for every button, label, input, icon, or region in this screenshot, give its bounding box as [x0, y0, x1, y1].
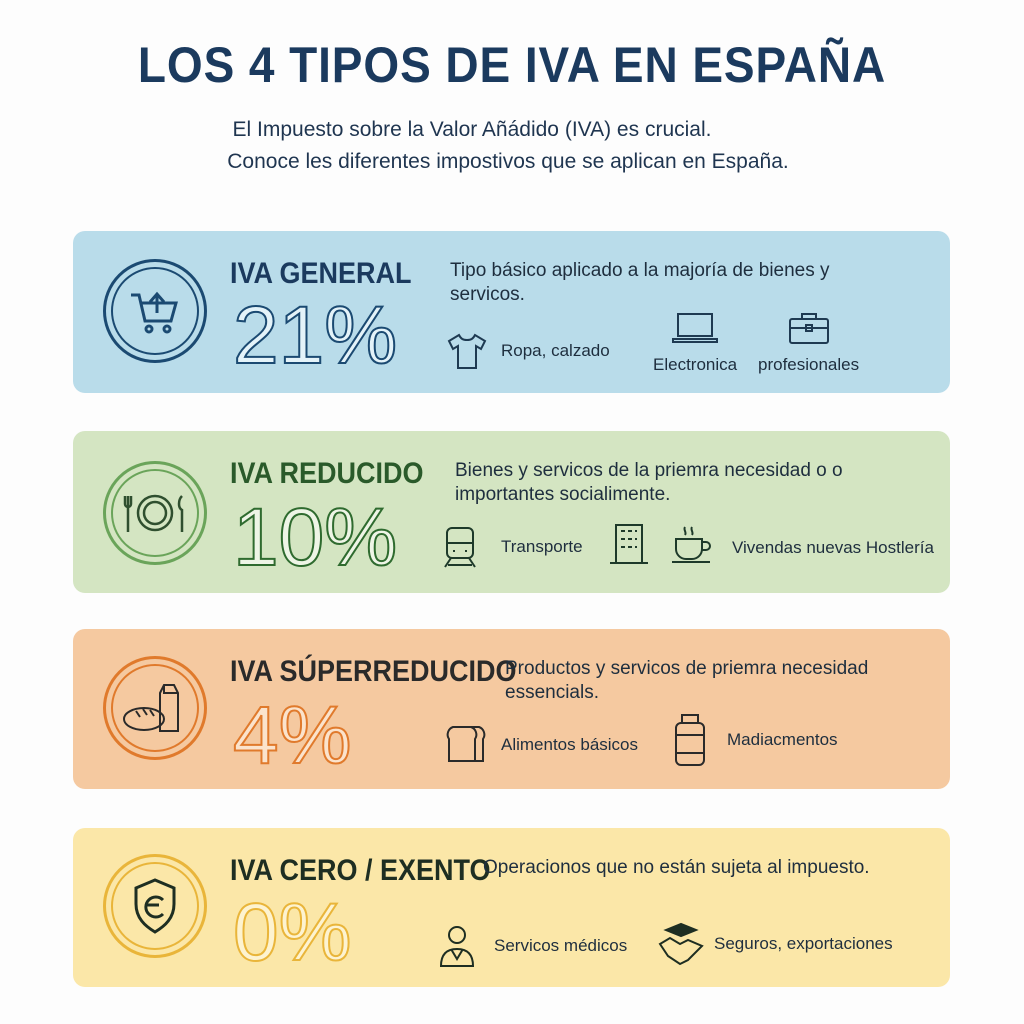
- item-label: Ropa, calzado: [501, 341, 610, 360]
- rate-percent: 0%: [232, 886, 353, 979]
- item-label: Madiacmentos: [727, 730, 838, 749]
- item-label: Seguros, exportaciones: [714, 934, 893, 953]
- item-hostleria: Vivendas nuevas Hostlería: [670, 523, 934, 565]
- bread-milk-icon: [103, 656, 207, 760]
- rate-name: IVA REDUCIDO: [230, 457, 424, 490]
- item-alimentos: Alimentos básicos: [443, 725, 638, 765]
- item-ropa: Ropa, calzado: [445, 331, 610, 371]
- coffee-cup-icon: [672, 526, 711, 563]
- building-icon: [610, 524, 648, 564]
- item-label: Alimentos básicos: [501, 735, 639, 754]
- item-electronica: Electronica: [653, 311, 737, 375]
- item-seguros: Seguros, exportaciones: [656, 922, 893, 966]
- subtitle-line-1: El Impuesto sobre la Valor Añádido (IVA)…: [232, 118, 712, 141]
- card-iva-reducido: IVA REDUCIDO 10% Bienes y servicos de la…: [73, 431, 950, 593]
- item-medicamentos: Madiacmentos: [673, 713, 838, 767]
- card-iva-cero: IVA CERO / EXENTO 0% Operacionos que no …: [73, 828, 950, 987]
- medicine-bottle-icon: [675, 714, 705, 766]
- train-icon: [444, 527, 476, 568]
- rate-name: IVA SÚPERREDUCIDO: [230, 655, 517, 688]
- item-label: Vivendas nuevas Hostlería: [732, 538, 934, 557]
- doctor-icon: [439, 926, 475, 967]
- rate-name: IVA CERO / EXENTO: [230, 854, 491, 887]
- rate-description: Tipo básico aplicado a la majoría de bie…: [450, 260, 830, 305]
- rate-description: Productos y servicos de priemra necesida…: [505, 658, 869, 703]
- item-label: Electronica: [653, 355, 738, 374]
- item-label: profesionales: [758, 355, 860, 374]
- rate-percent: 4%: [232, 689, 353, 782]
- bread-icon: [446, 726, 486, 762]
- shopping-cart-icon: [103, 259, 207, 363]
- page-title: LOS 4 TIPOS DE IVA EN ESPAÑA: [137, 37, 887, 93]
- rate-percent: 21%: [232, 289, 398, 382]
- item-profesionales: profesionales: [758, 311, 859, 375]
- item-transporte: Transporte: [441, 525, 583, 569]
- briefcase-icon: [788, 313, 829, 344]
- item-label: Transporte: [501, 537, 583, 556]
- tshirt-icon: [447, 333, 487, 369]
- rate-description: Bienes y servicos de la priemra necesida…: [455, 460, 843, 505]
- plate-cutlery-icon: [103, 461, 207, 565]
- euro-shield-icon: [103, 854, 207, 958]
- item-label: Servicos médicos: [494, 936, 628, 955]
- item-vivendas: [608, 523, 650, 567]
- rate-description: Operacionos que no están sujeta al impue…: [483, 857, 870, 878]
- handshake-icon: [658, 922, 704, 966]
- rate-percent: 10%: [232, 491, 398, 584]
- laptop-icon: [672, 313, 719, 343]
- rate-name: IVA GENERAL: [230, 257, 412, 290]
- item-servicos-medicos: Servicos médicos: [438, 924, 627, 968]
- subtitle-line-2: Conoce les diferentes impostivos que se …: [227, 150, 789, 173]
- card-iva-superreducido: IVA SÚPERREDUCIDO 4% Productos y servico…: [73, 629, 950, 789]
- card-iva-general: IVA GENERAL 21% Tipo básico aplicado a l…: [73, 231, 950, 393]
